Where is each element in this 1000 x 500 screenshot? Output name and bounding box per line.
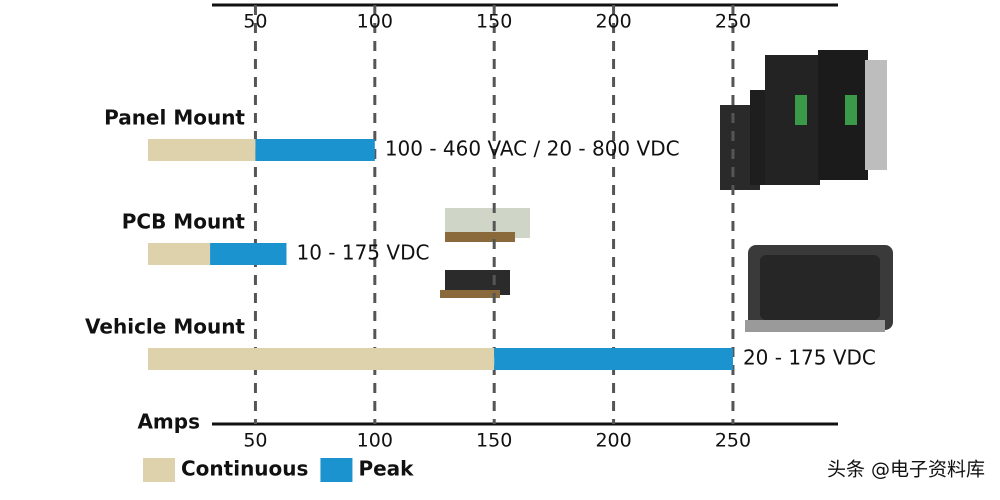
x-tick-label: 200 [595,11,631,33]
legend-swatch [143,458,175,482]
watermark: 头条 @电子资料库 [827,459,985,481]
bar-annotation: 20 - 175 VDC [743,346,876,370]
category-label: Vehicle Mount [85,315,245,339]
bar-segment [255,139,375,161]
bar-segment [210,243,287,265]
legend-label: Continuous [181,457,308,481]
x-tick-label: 200 [595,430,631,452]
x-tick-label: 50 [243,430,267,452]
x-tick-label: 250 [715,430,751,452]
bar-segment [494,348,733,370]
category-label: PCB Mount [122,210,246,234]
legend-swatch [320,458,353,482]
x-tick-label: 250 [715,11,751,33]
bar-annotation: 100 - 460 VAC / 20 - 800 VDC [385,137,680,161]
product-images [440,50,893,332]
bar-segment [148,243,211,265]
bar-segment [148,348,495,370]
x-tick-label: 150 [476,11,512,33]
category-label: Panel Mount [104,106,245,130]
x-tick-label: 100 [357,11,393,33]
legend-label: Peak [358,457,414,481]
x-tick-label: 100 [357,430,393,452]
x-tick-label: 50 [243,11,267,33]
x-axis-label: Amps [137,410,200,434]
bar-segment [148,139,256,161]
bar-annotation: 10 - 175 VDC [296,241,429,265]
x-tick-label: 150 [476,430,512,452]
